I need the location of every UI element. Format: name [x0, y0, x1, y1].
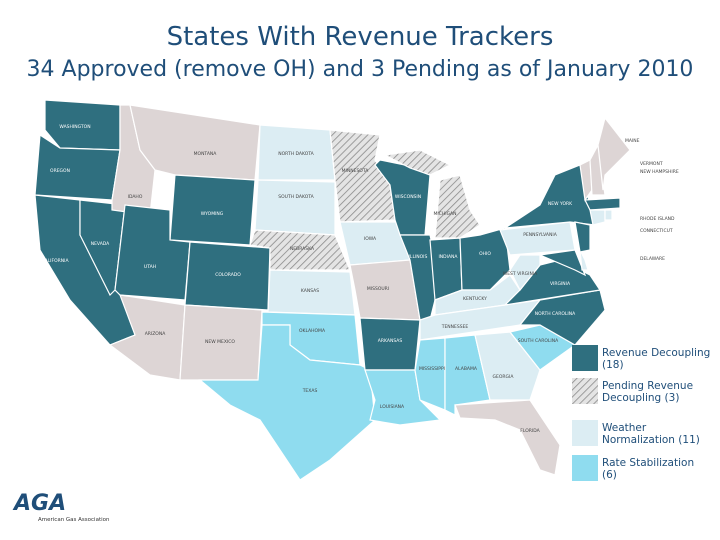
- state: [359, 317, 421, 371]
- state-label: IDAHO: [128, 194, 143, 200]
- state-label: MONTANA: [194, 151, 218, 157]
- state-label: TENNESSEE: [441, 324, 469, 330]
- state-label: MICHIGAN: [434, 211, 457, 217]
- state-label: NORTH CAROLINA: [535, 311, 576, 317]
- state-label: IOWA: [364, 236, 377, 242]
- state: [509, 254, 541, 292]
- state-label: NORTH DAKOTA: [278, 151, 314, 157]
- logo-mark: AGA: [12, 491, 66, 516]
- state-label: WISCONSIN: [395, 194, 421, 200]
- state-label: FLORIDA: [520, 428, 540, 434]
- state: [584, 197, 621, 211]
- state-label: SOUTH DAKOTA: [278, 194, 314, 200]
- legend-swatch: [572, 420, 598, 446]
- state-label: ARIZONA: [145, 331, 167, 337]
- state-label: ARKANSAS: [378, 338, 403, 344]
- state-label: PENNSYLVANIA: [523, 232, 557, 238]
- state: [454, 399, 561, 476]
- state: [597, 116, 631, 191]
- state-label: MASSACHUSETTS: [640, 190, 680, 196]
- state-label: DELAWARE: [640, 256, 665, 262]
- legend-label: Rate Stabilization (6): [602, 457, 695, 481]
- slide-title: States With Revenue Trackers: [166, 22, 554, 52]
- state-label: OHIO: [479, 251, 491, 257]
- state-label: MAINE: [625, 138, 640, 144]
- state-label: LOUISIANA: [380, 404, 405, 410]
- state-label: MINNESOTA: [342, 168, 370, 174]
- state-label: MARYLAND: [640, 268, 666, 274]
- state-label: OKLAHOMA: [299, 328, 326, 334]
- state: [604, 209, 613, 221]
- state-label: ALABAMA: [455, 366, 478, 372]
- legend-label: Revenue Decoupling (18): [602, 347, 711, 371]
- state-label: CALIFORNIA: [41, 258, 69, 264]
- state-label: COLORADO: [215, 272, 241, 278]
- state-label: UTAH: [144, 264, 156, 270]
- state-label: NEW YORK: [548, 201, 573, 207]
- state-label: SOUTH CAROLINA: [518, 338, 559, 344]
- state-label: MISSOURI: [367, 286, 389, 292]
- legend-swatch: [572, 378, 598, 404]
- state-label: NEW HAMPSHIRE: [640, 169, 679, 175]
- legend-swatch: [572, 345, 598, 371]
- slide-subtitle: 34 Approved (remove OH) and 3 Pending as…: [26, 57, 694, 82]
- state-label: NEW JERSEY: [640, 238, 668, 244]
- state: [429, 237, 463, 301]
- state-label: KENTUCKY: [463, 296, 487, 302]
- state-label: VERMONT: [640, 161, 663, 167]
- state: [198, 324, 376, 481]
- state-label: CONNECTICUT: [640, 228, 673, 234]
- state-label: GEORGIA: [493, 374, 515, 380]
- state: [434, 174, 481, 239]
- state: [574, 221, 591, 253]
- state-label: TEXAS: [302, 388, 318, 394]
- state: [579, 249, 589, 271]
- state-label: WASHINGTON: [59, 124, 90, 130]
- state-label: NEVADA: [91, 241, 110, 247]
- state-label: RHODE ISLAND: [640, 216, 675, 222]
- state-label: WEST VIRGINIA: [503, 271, 538, 277]
- state: [474, 331, 541, 401]
- legend-label: Weather Normalization (11): [602, 422, 700, 446]
- state-label: OREGON: [50, 168, 70, 174]
- state-label: MISSISSIPPI: [419, 366, 445, 372]
- legend-swatch: [572, 455, 598, 481]
- state: [589, 143, 606, 196]
- state: [254, 179, 336, 236]
- state-label: KANSAS: [301, 288, 319, 294]
- state-label: VIRGINIA: [550, 281, 571, 287]
- state-label: NEBRASKA: [290, 246, 315, 252]
- state: [537, 249, 587, 277]
- state-label: ILLINOIS: [409, 254, 428, 260]
- state-label: WYOMING: [201, 211, 224, 217]
- state: [589, 209, 606, 226]
- state: [414, 337, 446, 411]
- legend-label: Pending Revenue Decoupling (3): [602, 380, 694, 404]
- state: [383, 149, 452, 176]
- logo-name: American Gas Association: [38, 517, 110, 523]
- state-label: INDIANA: [438, 254, 458, 260]
- state: [169, 174, 256, 246]
- state-label: NEW MEXICO: [205, 339, 235, 345]
